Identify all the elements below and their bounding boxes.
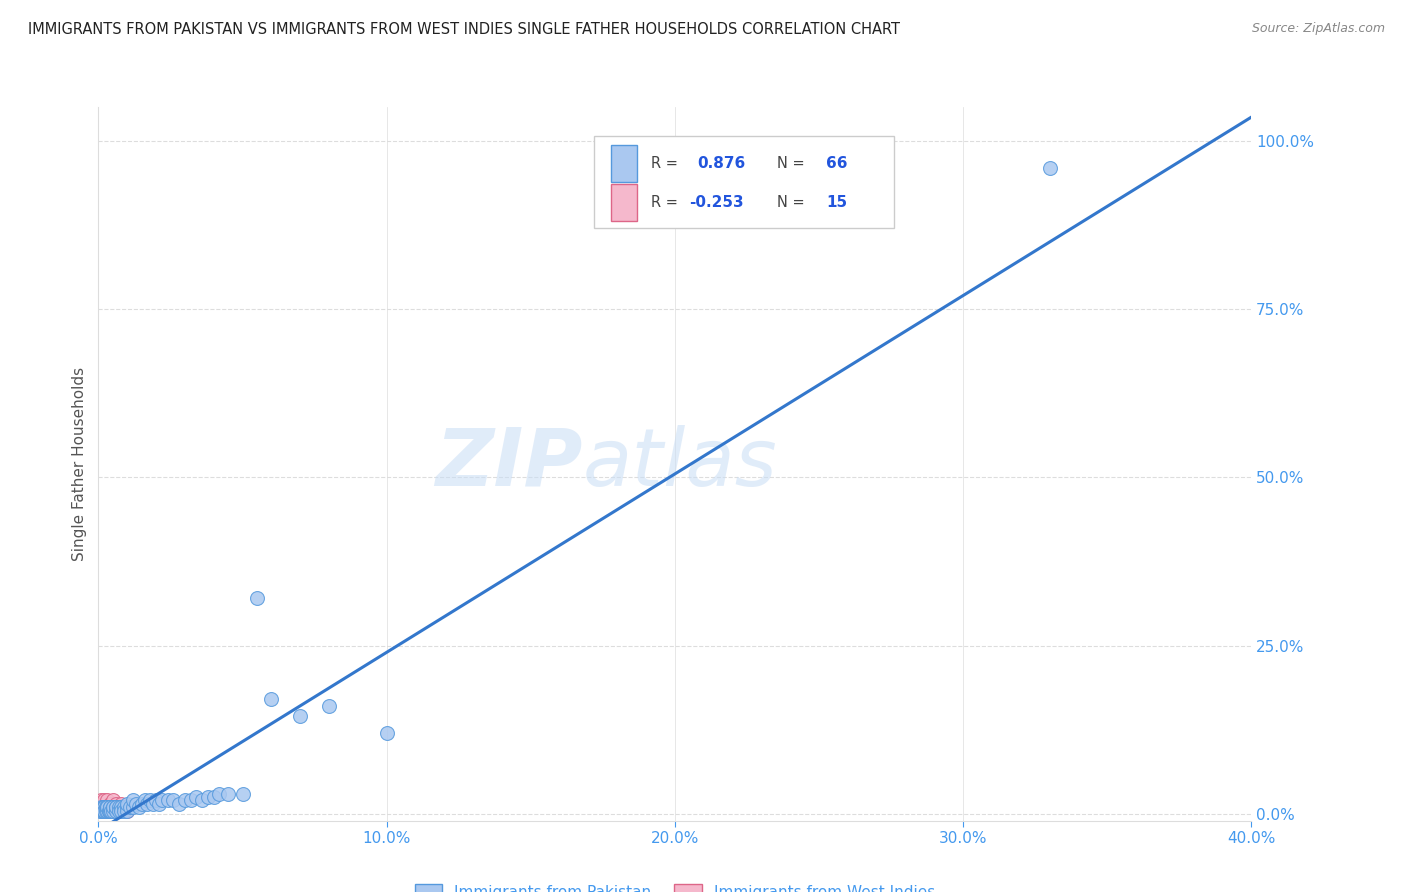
Legend: Immigrants from Pakistan, Immigrants from West Indies: Immigrants from Pakistan, Immigrants fro… xyxy=(408,879,942,892)
Point xyxy=(167,797,190,811)
Point xyxy=(93,800,115,814)
Point xyxy=(97,804,120,818)
Point xyxy=(186,790,208,805)
Y-axis label: Single Father Households: Single Father Households xyxy=(72,367,87,561)
Point xyxy=(208,787,231,801)
Point xyxy=(117,804,138,818)
Point xyxy=(93,804,115,818)
Point xyxy=(136,797,159,811)
Point xyxy=(156,793,179,807)
Point xyxy=(96,804,118,818)
Point xyxy=(96,800,118,814)
Point xyxy=(91,804,114,818)
Point xyxy=(122,800,145,814)
Point xyxy=(101,793,124,807)
Point xyxy=(100,804,122,818)
Point xyxy=(191,793,214,807)
Point xyxy=(104,800,127,814)
Point xyxy=(107,800,129,814)
Text: 66: 66 xyxy=(825,156,848,171)
Point xyxy=(107,800,129,814)
Point xyxy=(90,793,112,807)
Point xyxy=(104,797,127,811)
Point xyxy=(117,800,138,814)
Point xyxy=(148,797,170,811)
Point xyxy=(96,793,118,807)
Point xyxy=(97,804,120,818)
FancyBboxPatch shape xyxy=(595,136,894,228)
Point xyxy=(125,797,148,811)
Point xyxy=(98,800,121,814)
Point xyxy=(93,800,115,814)
Point xyxy=(375,726,398,740)
Point xyxy=(122,793,145,807)
Point xyxy=(318,699,340,714)
Point xyxy=(110,800,132,814)
Point xyxy=(134,793,156,807)
Point xyxy=(174,793,197,807)
Point xyxy=(96,800,118,814)
Text: R =: R = xyxy=(651,156,682,171)
Point xyxy=(110,804,132,818)
Point xyxy=(93,804,115,818)
Point xyxy=(117,797,138,811)
Text: Source: ZipAtlas.com: Source: ZipAtlas.com xyxy=(1251,22,1385,36)
Point xyxy=(101,800,124,814)
Point xyxy=(104,804,127,818)
Point xyxy=(197,790,219,805)
Text: N =: N = xyxy=(778,195,810,211)
Point xyxy=(1038,161,1062,175)
Point xyxy=(290,709,312,723)
Point xyxy=(94,804,117,818)
Point xyxy=(217,787,239,801)
Point xyxy=(117,804,138,818)
Text: 15: 15 xyxy=(825,195,846,211)
FancyBboxPatch shape xyxy=(612,145,637,182)
Point xyxy=(162,793,184,807)
Point xyxy=(139,793,162,807)
Point xyxy=(89,804,111,818)
Point xyxy=(107,804,129,818)
Point xyxy=(180,793,202,807)
Point xyxy=(91,797,114,811)
Text: IMMIGRANTS FROM PAKISTAN VS IMMIGRANTS FROM WEST INDIES SINGLE FATHER HOUSEHOLDS: IMMIGRANTS FROM PAKISTAN VS IMMIGRANTS F… xyxy=(28,22,900,37)
Point xyxy=(110,797,132,811)
Point xyxy=(145,793,167,807)
Point xyxy=(112,800,135,814)
Point xyxy=(150,793,173,807)
Point xyxy=(142,797,165,811)
Point xyxy=(91,800,114,814)
Text: R =: R = xyxy=(651,195,682,211)
Point xyxy=(93,793,115,807)
Point xyxy=(93,800,115,814)
Text: ZIP: ZIP xyxy=(436,425,582,503)
Point xyxy=(98,797,121,811)
Point xyxy=(101,804,124,818)
Text: 0.876: 0.876 xyxy=(697,156,745,171)
Point xyxy=(112,800,135,814)
Text: atlas: atlas xyxy=(582,425,778,503)
Point xyxy=(89,800,111,814)
Point xyxy=(202,790,225,805)
Point xyxy=(90,800,112,814)
Point xyxy=(260,692,283,706)
Point xyxy=(101,800,124,814)
Text: -0.253: -0.253 xyxy=(689,195,744,211)
Point xyxy=(90,804,112,818)
Point xyxy=(98,804,121,818)
Point xyxy=(101,800,124,814)
Point xyxy=(246,591,269,606)
Point xyxy=(98,800,121,814)
Point xyxy=(131,797,153,811)
Text: N =: N = xyxy=(778,156,810,171)
Point xyxy=(96,800,118,814)
Point xyxy=(128,800,150,814)
FancyBboxPatch shape xyxy=(612,184,637,221)
Point xyxy=(112,804,135,818)
Point xyxy=(120,800,142,814)
Point xyxy=(104,800,127,814)
Point xyxy=(231,787,254,801)
Point xyxy=(94,800,117,814)
